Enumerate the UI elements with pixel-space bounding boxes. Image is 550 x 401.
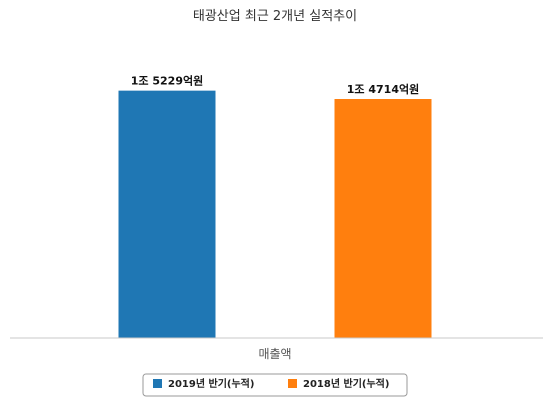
- data-label-2019: 1조 5229억원: [131, 74, 203, 88]
- legend: 2019년 반기(누적) 2018년 반기(누적): [142, 373, 408, 397]
- legend-swatch-2018: [288, 379, 297, 388]
- chart-title: 태광산업 최근 2개년 실적추이: [193, 9, 357, 24]
- bar-2018: [334, 99, 432, 338]
- legend-label-2018: 2018년 반기(누적): [303, 377, 389, 390]
- x-tick-label: 매출액: [258, 347, 291, 361]
- legend-swatch-2019: [153, 379, 162, 388]
- data-label-2018: 1조 4714억원: [347, 82, 419, 96]
- bar-2019: [118, 90, 216, 338]
- bars-layer: 1조 5229억원 1조 4714억원: [118, 74, 432, 338]
- legend-box: [142, 373, 408, 397]
- legend-label-2019: 2019년 반기(누적): [168, 377, 254, 390]
